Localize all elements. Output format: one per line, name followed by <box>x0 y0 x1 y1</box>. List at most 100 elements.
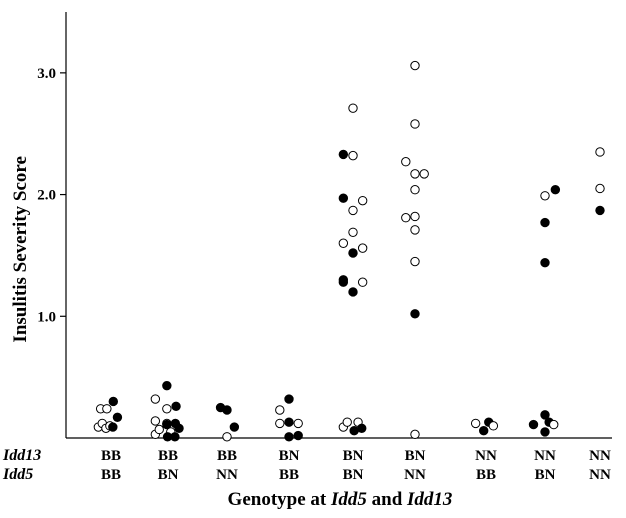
x-axis-label-gene-idd5: Idd5 <box>330 489 367 510</box>
data-point-open <box>222 432 232 442</box>
category-labels: BB BB BB BN BB NN BN BB BN BN BN NN NN BB NN BN NN NN <box>101 448 611 483</box>
y-tick-label: 1.0 <box>37 309 56 325</box>
data-point-filled <box>338 149 349 160</box>
data-point-open <box>275 405 285 415</box>
data-point-open <box>357 277 368 287</box>
data-point-open <box>488 421 499 431</box>
data-point-open <box>338 238 349 248</box>
data-point-open <box>150 416 161 426</box>
category-label-idd5: BB <box>476 467 496 483</box>
category-label-idd13: BB <box>158 448 178 464</box>
data-point-filled <box>284 432 294 442</box>
category-label-idd13: NN <box>475 448 497 464</box>
category-label-idd5: BB <box>101 467 121 483</box>
data-point-open <box>410 429 420 440</box>
data-point-open <box>401 212 411 223</box>
data-point-filled <box>357 423 367 433</box>
data-point-open <box>275 418 285 429</box>
y-ticks: 1.0 2.0 3.0 <box>37 66 66 325</box>
x-axis-label-gene-idd13: Idd13 <box>406 489 452 510</box>
x-axis-label-part: Genotype at <box>228 489 331 510</box>
data-point-open <box>410 119 420 129</box>
category-label-idd13: BB <box>101 448 121 464</box>
y-tick-label: 3.0 <box>37 66 56 82</box>
data-point-filled <box>222 405 232 415</box>
category-label-idd13: BN <box>279 448 300 464</box>
data-point-filled <box>410 309 420 319</box>
data-point-open <box>150 394 161 404</box>
data-point-filled <box>348 287 358 297</box>
data-points <box>93 60 605 442</box>
data-point-filled <box>540 410 550 420</box>
y-axis-label: Insulitis Severity Score <box>10 156 31 342</box>
data-point-filled <box>540 258 550 268</box>
data-point-filled <box>108 396 119 407</box>
data-point-open <box>410 256 420 267</box>
data-point-filled <box>293 430 303 441</box>
data-point-open <box>410 211 420 222</box>
data-point-filled <box>595 205 605 216</box>
data-point-open <box>595 147 605 157</box>
data-point-open <box>410 60 420 71</box>
category-label-idd13: BN <box>343 448 364 464</box>
x-axis-label: Genotype at Idd5 and Idd13 <box>228 489 453 510</box>
category-label-idd5: NN <box>589 467 611 483</box>
data-point-open <box>102 404 112 414</box>
data-point-filled <box>338 277 349 287</box>
category-label-idd13: BN <box>405 448 426 464</box>
data-point-open <box>549 419 559 430</box>
category-label-idd5: BN <box>158 467 179 483</box>
data-point-filled <box>170 432 180 442</box>
data-point-open <box>293 418 303 429</box>
category-label-idd5: NN <box>216 467 238 483</box>
data-point-filled <box>338 193 349 203</box>
data-point-open <box>540 191 550 201</box>
genotype-row-labels: Idd13 Idd5 <box>2 447 41 483</box>
data-point-open <box>419 169 429 179</box>
axes <box>65 12 612 439</box>
category-label-idd13: BB <box>217 448 237 464</box>
row-label-idd13: Idd13 <box>2 447 41 464</box>
data-point-open <box>595 183 605 194</box>
data-point-open <box>410 169 420 179</box>
y-tick-label: 2.0 <box>37 188 56 204</box>
data-point-filled <box>174 423 184 433</box>
category-label-idd5: NN <box>404 467 426 483</box>
data-point-filled <box>162 380 172 391</box>
data-point-filled <box>528 419 539 430</box>
category-label-idd5: BN <box>343 467 364 483</box>
data-point-open <box>154 424 164 435</box>
data-point-open <box>401 157 411 167</box>
category-label-idd13: NN <box>589 448 611 464</box>
data-point-filled <box>284 417 294 427</box>
category-label-idd5: BB <box>279 467 299 483</box>
data-point-open <box>342 417 352 427</box>
data-point-filled <box>479 425 489 436</box>
row-label-idd5: Idd5 <box>2 466 33 483</box>
data-point-open <box>348 205 358 216</box>
x-axis-label-part: and <box>367 489 407 510</box>
data-point-filled <box>162 419 172 430</box>
data-point-filled <box>284 394 294 404</box>
data-point-open <box>410 185 420 195</box>
data-point-filled <box>171 401 181 412</box>
data-point-filled <box>540 427 550 437</box>
data-point-filled <box>112 412 123 423</box>
data-point-open <box>410 225 420 235</box>
data-point-open <box>348 103 358 113</box>
data-point-open <box>470 418 481 429</box>
category-label-idd5: BN <box>535 467 556 483</box>
data-point-open <box>357 195 368 206</box>
data-point-filled <box>348 248 358 258</box>
data-point-filled <box>108 422 118 432</box>
data-point-open <box>348 227 358 238</box>
data-point-filled <box>229 422 240 432</box>
category-label-idd13: NN <box>534 448 556 464</box>
data-point-open <box>348 150 358 161</box>
data-point-filled <box>550 185 561 195</box>
data-point-filled <box>540 217 550 228</box>
data-point-open <box>162 404 172 414</box>
data-point-open <box>357 243 368 253</box>
